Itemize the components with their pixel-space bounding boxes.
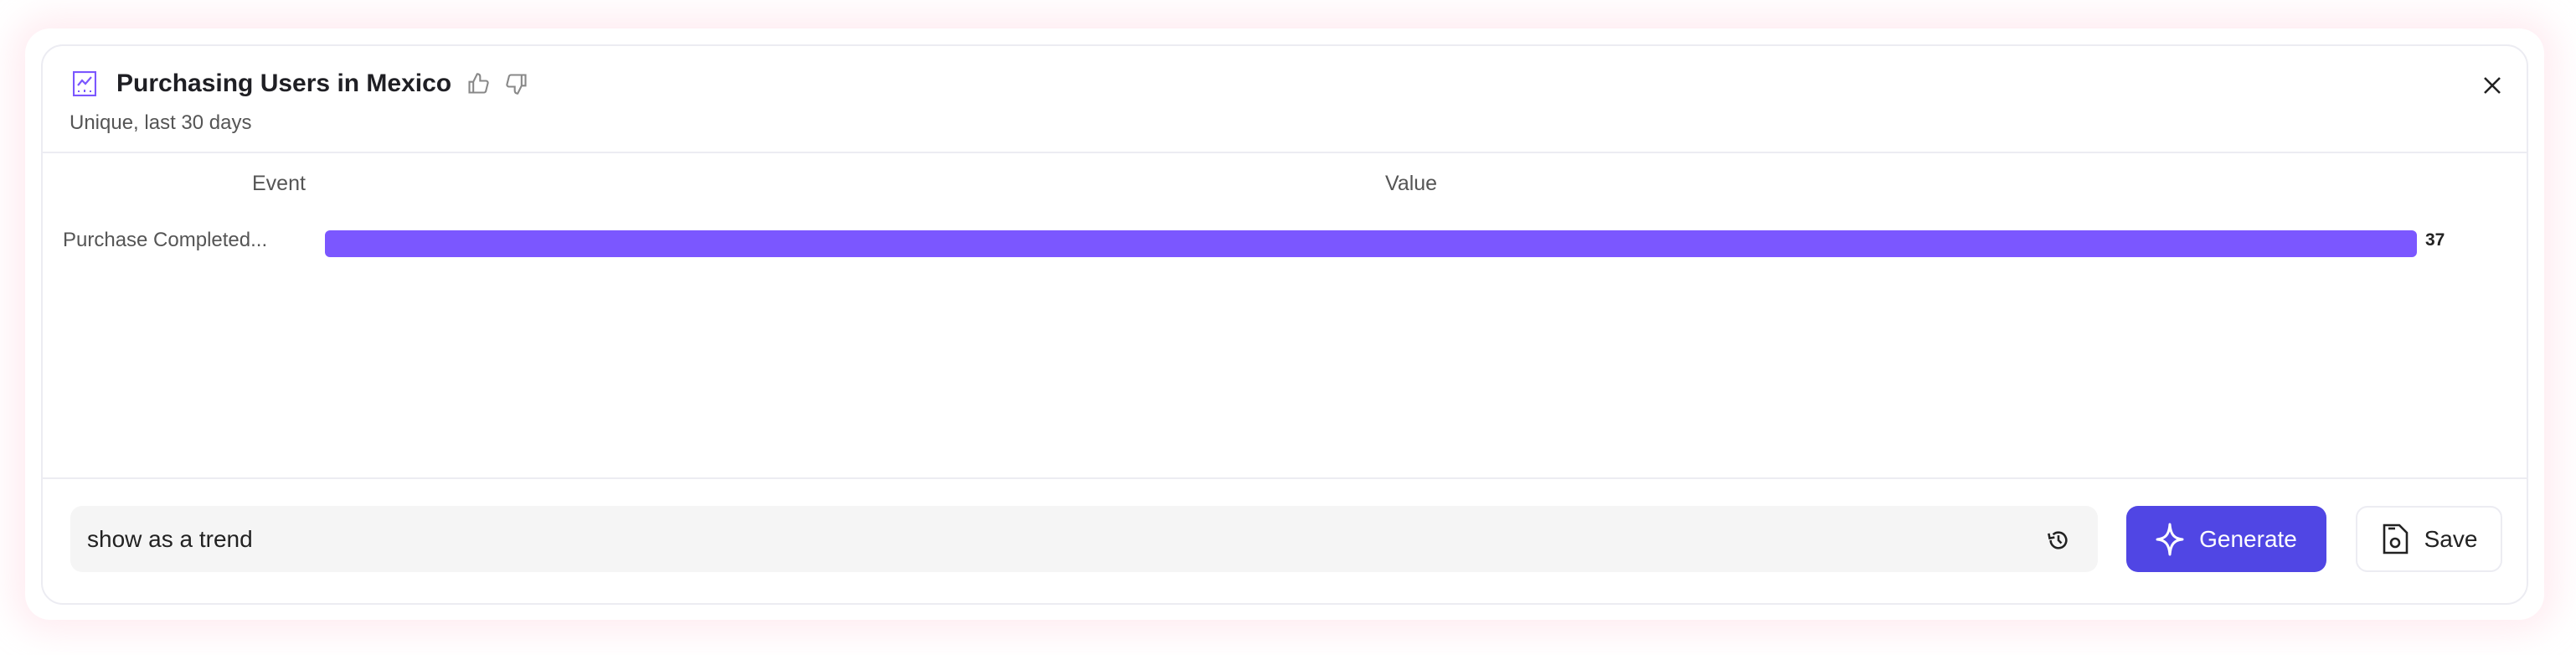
sparkle-icon xyxy=(2156,523,2184,555)
bar-value-label: 37 xyxy=(2425,230,2445,250)
card-header: Purchasing Users in Mexico xyxy=(73,70,528,98)
save-icon xyxy=(2383,523,2408,554)
column-header-event: Event xyxy=(252,172,306,195)
close-icon[interactable] xyxy=(2481,75,2503,96)
card-subtitle: Unique, last 30 days xyxy=(70,111,252,134)
history-icon[interactable] xyxy=(2047,529,2070,552)
line-chart-icon xyxy=(73,71,96,96)
save-label: Save xyxy=(2424,525,2478,552)
prompt-input[interactable] xyxy=(70,506,2098,572)
footer-divider xyxy=(43,477,2527,479)
card-title: Purchasing Users in Mexico xyxy=(116,70,452,97)
thumbs-up-icon[interactable] xyxy=(466,72,490,95)
generate-button[interactable]: Generate xyxy=(2126,506,2326,572)
generate-label: Generate xyxy=(2199,525,2297,552)
header-divider xyxy=(43,152,2527,153)
bar-category-label: Purchase Completed... xyxy=(63,229,268,251)
column-header-value: Value xyxy=(1385,172,1438,195)
thumbs-down-icon[interactable] xyxy=(505,72,528,95)
bar-purchase-completed[interactable] xyxy=(325,230,2417,257)
insight-card: Purchasing Users in Mexico Unique, last … xyxy=(41,44,2528,605)
save-button[interactable]: Save xyxy=(2356,506,2502,572)
